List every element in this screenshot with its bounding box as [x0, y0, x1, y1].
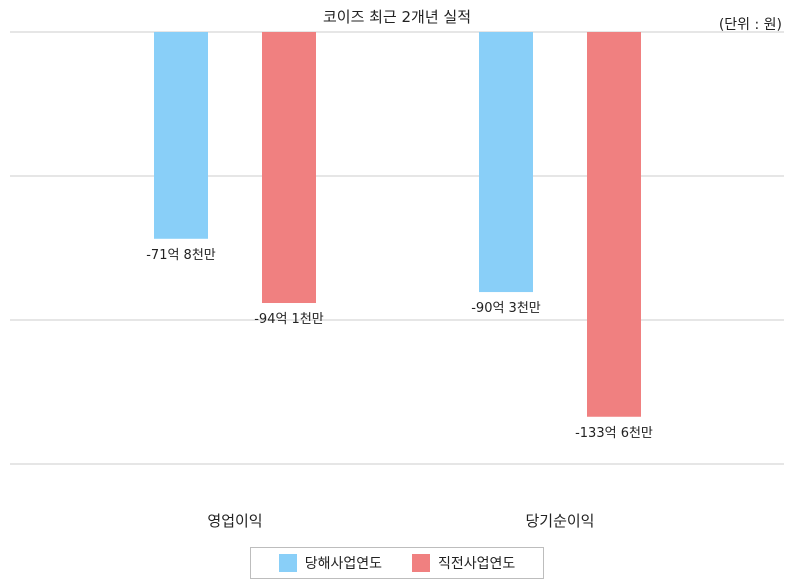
data-label: -133억 6천만 — [575, 426, 653, 441]
data-label: -90억 3천만 — [471, 301, 541, 316]
bar[interactable] — [262, 32, 316, 304]
legend-swatch-current — [278, 554, 297, 572]
legend-item-current[interactable]: 당해사업연도 — [278, 553, 382, 573]
category-label: 당기순이익 — [525, 512, 594, 530]
legend-item-previous[interactable]: 직전사업연도 — [412, 553, 515, 573]
data-label: -71억 8천만 — [146, 248, 216, 263]
bar[interactable] — [154, 32, 208, 239]
bar[interactable] — [587, 32, 641, 417]
legend-label-current: 당해사업연도 — [304, 556, 382, 572]
category-label: 영업이익 — [207, 512, 262, 530]
bar[interactable] — [479, 32, 533, 293]
legend: 당해사업연도 직전사업연도 — [250, 547, 544, 579]
data-label: -94억 1천만 — [254, 312, 324, 327]
legend-swatch-previous — [412, 554, 430, 572]
chart-title: 코이즈 최근 2개년 실적 — [322, 8, 472, 26]
unit-label: (단위 : 원) — [718, 17, 782, 33]
legend-label-previous: 직전사업연도 — [438, 556, 516, 572]
